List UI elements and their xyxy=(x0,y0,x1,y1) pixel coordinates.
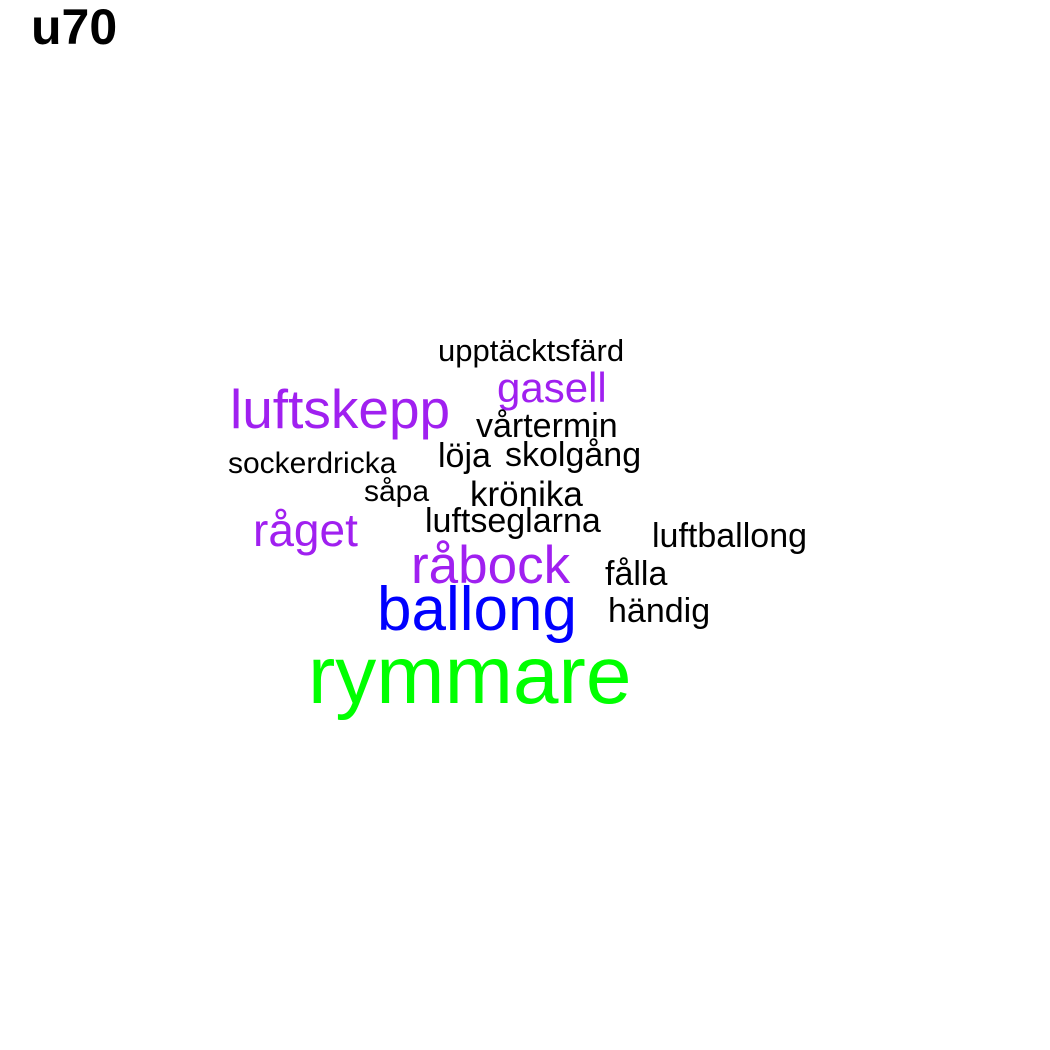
word-gasell: gasell xyxy=(497,364,607,411)
word-skolgang: skolgång xyxy=(505,436,642,474)
word-upptacktsfard: upptäcktsfärd xyxy=(438,333,625,368)
word-luftballong: luftballong xyxy=(652,517,808,555)
word-kronika: krönika xyxy=(470,475,583,514)
word-ballong: ballong xyxy=(377,575,577,644)
word-sockerdricka: sockerdricka xyxy=(228,447,397,480)
word-raget: råget xyxy=(253,504,358,556)
plot-title: u70 xyxy=(31,0,118,55)
word-luftseglarna: luftseglarna xyxy=(425,502,601,540)
word-sapa: såpa xyxy=(364,475,430,508)
word-handig: händig xyxy=(608,592,711,630)
word-falla: fålla xyxy=(605,555,668,593)
word-rymmare: rymmare xyxy=(308,630,632,721)
word-loja: löja xyxy=(438,437,491,475)
word-rabock: råbock xyxy=(411,536,571,595)
word-vartermin: vårtermin xyxy=(476,407,618,445)
word-luftskepp: luftskepp xyxy=(230,378,451,440)
